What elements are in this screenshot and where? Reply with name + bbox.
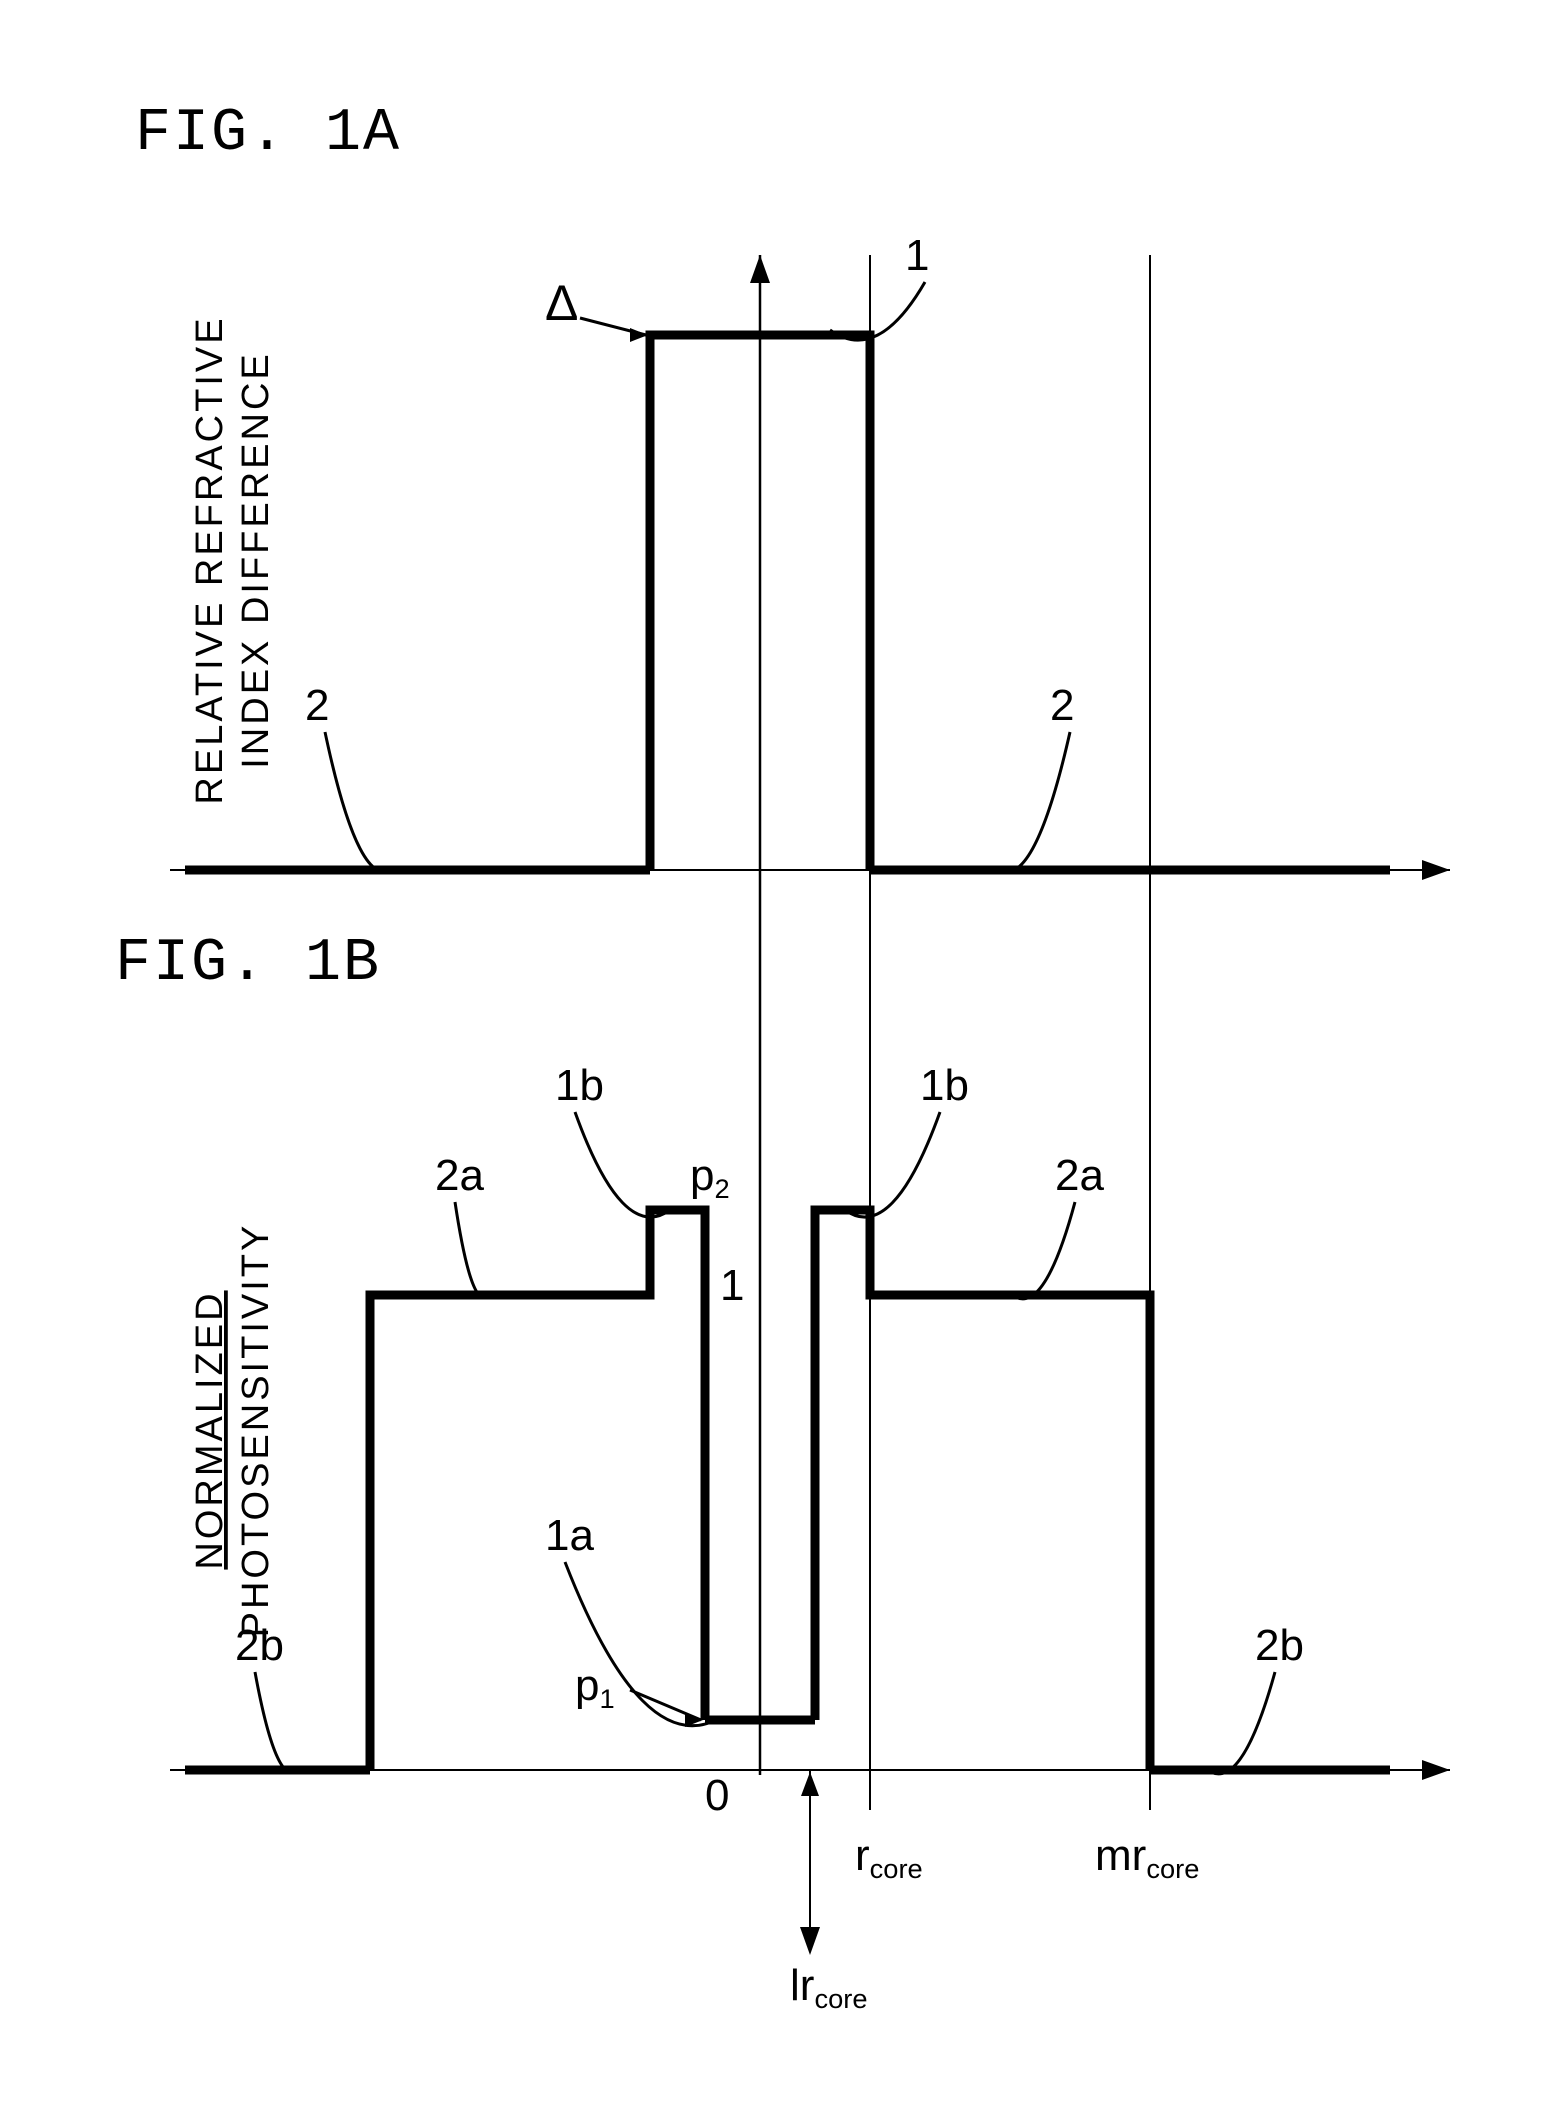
svg-text:0: 0 — [705, 1771, 729, 1820]
svg-text:rcore: rcore — [855, 1831, 923, 1884]
svg-text:INDEX DIFFERENCE: INDEX DIFFERENCE — [235, 351, 277, 768]
diagram-svg: Δ 1 2 2 RELATIVE REFRACTIVEINDEX DIFFERENCE p… — [0, 0, 1565, 2118]
svg-text:2b: 2b — [1255, 1621, 1304, 1670]
svg-text:2a: 2a — [435, 1151, 484, 1200]
figure-a-title: FIG. 1A — [135, 100, 401, 168]
svg-text:mrcore: mrcore — [1095, 1831, 1199, 1884]
svg-text:2a: 2a — [1055, 1151, 1104, 1200]
svg-text:2: 2 — [1050, 681, 1074, 730]
svg-text:1b: 1b — [920, 1061, 969, 1110]
svg-text:1: 1 — [720, 1261, 744, 1310]
svg-text:PHOTOSENSITIVITY: PHOTOSENSITIVITY — [235, 1223, 277, 1638]
svg-text:p1: p1 — [575, 1661, 615, 1714]
svg-text:2: 2 — [305, 681, 329, 730]
svg-text:NORMALIZED: NORMALIZED — [189, 1290, 231, 1569]
svg-text:1b: 1b — [555, 1061, 604, 1110]
svg-text:p2: p2 — [690, 1151, 730, 1204]
figure-b-title: FIG. 1B — [115, 930, 381, 998]
svg-text:1: 1 — [905, 231, 929, 280]
svg-text:RELATIVE REFRACTIVE: RELATIVE REFRACTIVE — [189, 315, 231, 804]
svg-text:lrcore: lrcore — [790, 1961, 867, 2014]
svg-text:Δ: Δ — [545, 275, 578, 331]
svg-text:1a: 1a — [545, 1511, 594, 1560]
